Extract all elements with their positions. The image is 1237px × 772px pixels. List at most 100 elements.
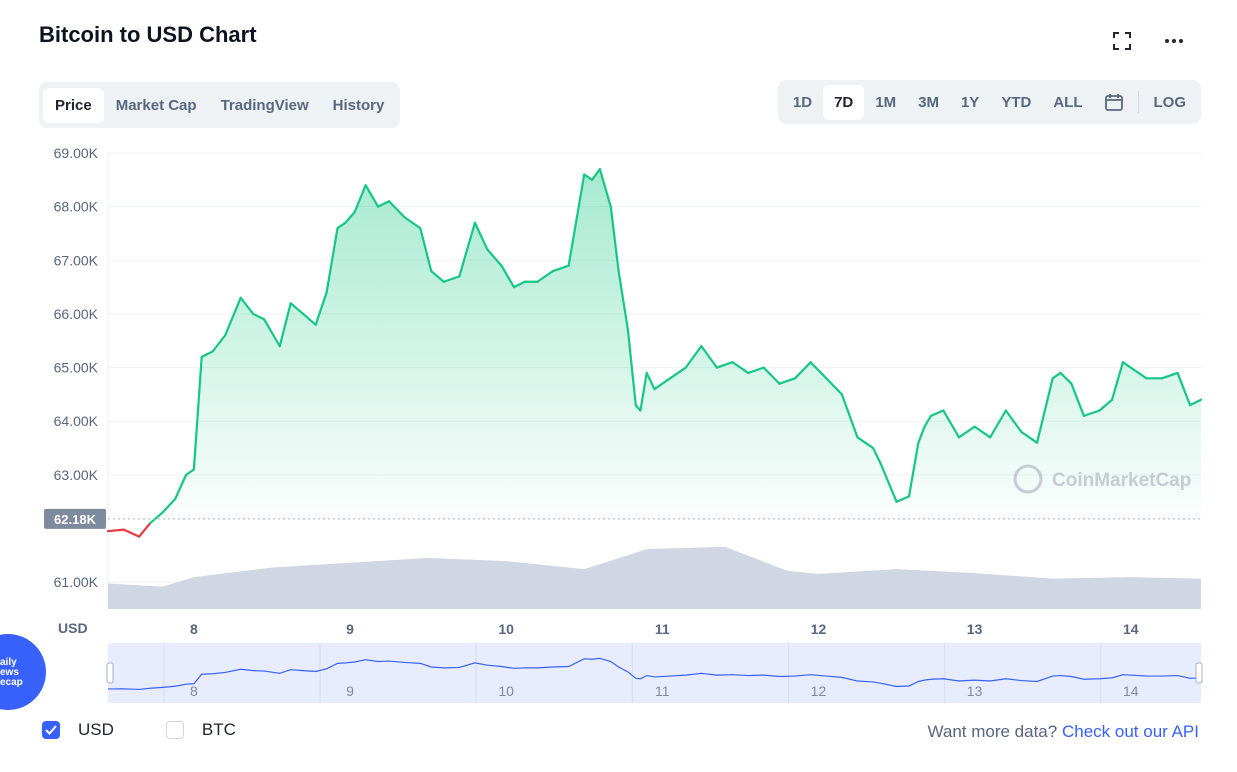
price-line-segment bbox=[430, 269, 445, 283]
price-line-segment bbox=[583, 173, 594, 181]
range-3m[interactable]: 3M bbox=[918, 93, 939, 111]
tab-history[interactable]: History bbox=[332, 96, 385, 114]
price-line-segment bbox=[149, 511, 164, 525]
price-line-segment bbox=[536, 269, 555, 283]
tab-price[interactable]: Price bbox=[43, 87, 104, 123]
price-line-segment bbox=[200, 350, 214, 358]
price-line-segment bbox=[923, 414, 932, 428]
navigator-tick-label: 8 bbox=[190, 683, 198, 699]
price-line-segment bbox=[1110, 361, 1125, 401]
price-line-segment bbox=[122, 528, 141, 538]
price-line-segment bbox=[364, 184, 380, 208]
navigator-handle-left[interactable] bbox=[106, 662, 114, 684]
y-tick-label: 69.00K bbox=[54, 145, 99, 161]
usd-checkbox[interactable] bbox=[42, 721, 60, 739]
price-line-segment bbox=[989, 409, 1007, 439]
price-line-segment bbox=[669, 366, 687, 380]
tab-tradingview[interactable]: TradingView bbox=[220, 96, 309, 114]
time-range-selector: 1D 7D 1M 3M 1Y YTD ALL LOG bbox=[777, 80, 1201, 124]
price-line-segment bbox=[626, 328, 637, 407]
price-line-segment bbox=[929, 409, 945, 417]
btc-checkbox[interactable] bbox=[165, 721, 184, 739]
price-line-segment bbox=[289, 302, 305, 316]
price-line-segment bbox=[639, 371, 648, 412]
y-tick-label: 61.00K bbox=[54, 574, 99, 590]
y-tick-label: 65.00K bbox=[54, 360, 99, 376]
coinmarketcap-watermark: CoinMarketCap bbox=[1013, 464, 1191, 494]
usd-label: USD bbox=[78, 720, 114, 739]
price-line-segment bbox=[879, 463, 898, 503]
calendar-icon[interactable] bbox=[1094, 84, 1134, 120]
navigator-line bbox=[107, 657, 1202, 691]
price-line-segment bbox=[645, 371, 656, 391]
price-line-segment bbox=[598, 167, 612, 208]
api-prefix: Want more data? bbox=[927, 722, 1058, 741]
price-line-segment bbox=[184, 468, 195, 476]
range-all[interactable]: ALL bbox=[1053, 93, 1083, 111]
price-line-segment bbox=[809, 361, 828, 380]
volume-area bbox=[108, 546, 1201, 609]
price-line-segment bbox=[825, 377, 843, 396]
price-line-segment bbox=[174, 473, 188, 501]
price-line-segment bbox=[442, 275, 461, 283]
price-line-segment bbox=[731, 361, 750, 375]
range-ytd[interactable]: YTD bbox=[1001, 93, 1032, 111]
price-line-segment bbox=[336, 221, 347, 230]
price-line-segment bbox=[957, 425, 976, 439]
navigator-tick-label: 10 bbox=[498, 683, 514, 699]
y-tick-label: 68.00K bbox=[54, 199, 99, 215]
price-line-segment bbox=[500, 264, 516, 289]
price-line-segment bbox=[211, 334, 227, 353]
navigator-tick-label: 13 bbox=[967, 683, 983, 699]
price-line-segment bbox=[1176, 371, 1192, 407]
y-tick-label: 66.00K bbox=[54, 306, 99, 322]
price-line-segment bbox=[224, 296, 242, 337]
x-tick-label: 12 bbox=[811, 621, 827, 637]
navigator-handle-right[interactable] bbox=[1195, 662, 1203, 684]
log-scale-toggle[interactable]: LOG bbox=[1153, 93, 1187, 111]
navigator-tick-label: 11 bbox=[655, 683, 670, 699]
more-options-icon[interactable] bbox=[1163, 30, 1185, 52]
price-line-segment bbox=[653, 377, 672, 391]
price-line-segment bbox=[895, 495, 911, 503]
chart-view-tabs: Price Market Cap TradingView History bbox=[39, 82, 401, 128]
navigator-tick-label: 9 bbox=[346, 683, 354, 699]
range-1m[interactable]: 1M bbox=[875, 93, 897, 111]
price-line-segment bbox=[1070, 382, 1085, 417]
api-link[interactable]: Check out our API bbox=[1061, 722, 1199, 741]
price-line-segment bbox=[473, 221, 489, 251]
currency-axis-label: USD bbox=[58, 620, 88, 636]
price-line-segment bbox=[458, 221, 477, 278]
price-line-segment bbox=[590, 167, 601, 181]
price-line-segment bbox=[302, 312, 317, 326]
price-line-segment bbox=[314, 291, 328, 326]
x-tick-label: 11 bbox=[655, 621, 670, 637]
price-line-segment bbox=[747, 366, 765, 375]
price-line-segment bbox=[1059, 371, 1073, 385]
range-7d[interactable]: 7D bbox=[823, 84, 865, 120]
range-1d[interactable]: 1D bbox=[792, 93, 813, 111]
price-line-segment bbox=[973, 425, 992, 439]
open-price-tag bbox=[44, 508, 106, 529]
price-area-fill bbox=[108, 169, 1201, 519]
price-line-segment bbox=[1188, 398, 1203, 407]
price-line-segment bbox=[551, 264, 570, 273]
price-line-segment bbox=[917, 425, 926, 444]
price-line-segment bbox=[609, 205, 620, 273]
fullscreen-icon[interactable] bbox=[1111, 30, 1133, 52]
tab-market-cap[interactable]: Market Cap bbox=[115, 96, 197, 114]
price-line-segment bbox=[840, 393, 859, 439]
price-line-segment bbox=[907, 441, 920, 498]
price-line-segment bbox=[252, 312, 266, 321]
price-line-segment bbox=[106, 528, 125, 533]
price-line-segment bbox=[715, 361, 734, 369]
price-line-segment bbox=[856, 436, 875, 450]
badge-text: aily ews ecap bbox=[0, 657, 23, 688]
price-line-segment bbox=[278, 302, 292, 348]
price-line-segment bbox=[1020, 430, 1039, 444]
price-line-segment bbox=[353, 184, 367, 214]
range-1y[interactable]: 1Y bbox=[960, 93, 980, 111]
x-tick-label: 13 bbox=[967, 621, 983, 637]
price-line-segment bbox=[778, 377, 797, 385]
